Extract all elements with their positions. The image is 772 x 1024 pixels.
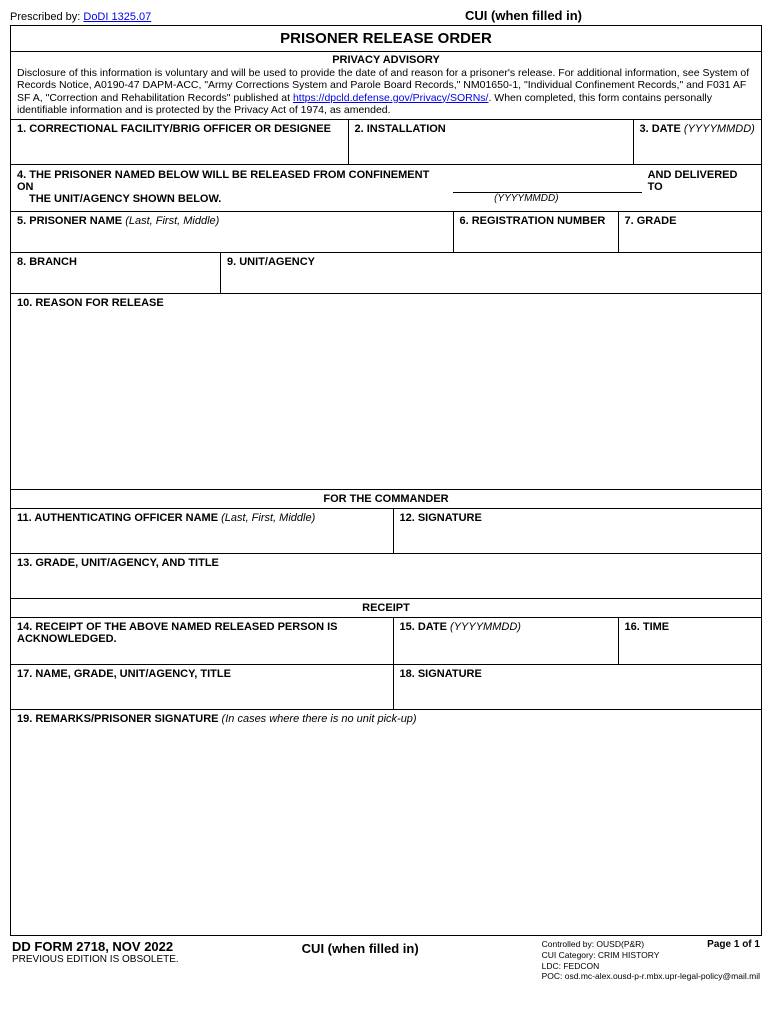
field-14-label: 14. RECEIPT OF THE ABOVE NAMED RELEASED … bbox=[17, 621, 387, 645]
field-8[interactable]: 8. BRANCH bbox=[11, 253, 221, 293]
field-5-hint: (Last, First, Middle) bbox=[122, 215, 219, 227]
field-15[interactable]: 15. DATE (YYYYMMDD) bbox=[394, 618, 619, 664]
ctrl-3: LDC: FEDCON bbox=[542, 961, 760, 972]
prescribed-label: Prescribed by: bbox=[10, 11, 80, 23]
field-19-label: 19. REMARKS/PRISONER SIGNATURE bbox=[17, 713, 219, 725]
section-commander: FOR THE COMMANDER bbox=[11, 490, 761, 509]
row-11-12: 11. AUTHENTICATING OFFICER NAME (Last, F… bbox=[11, 509, 761, 554]
field-12-label: 12. SIGNATURE bbox=[400, 512, 482, 524]
field-2[interactable]: 2. INSTALLATION bbox=[349, 120, 634, 164]
field-15-label: 15. DATE bbox=[400, 621, 447, 633]
footer: DD FORM 2718, NOV 2022 PREVIOUS EDITION … bbox=[10, 936, 762, 984]
prescribed-by: Prescribed by: DoDI 1325.07 bbox=[10, 11, 151, 23]
row-17-18: 17. NAME, GRADE, UNIT/AGENCY, TITLE 18. … bbox=[11, 665, 761, 710]
field-11-label: 11. AUTHENTICATING OFFICER NAME bbox=[17, 512, 218, 524]
field-19[interactable]: 19. REMARKS/PRISONER SIGNATURE (In cases… bbox=[11, 710, 761, 935]
form-title: PRISONER RELEASE ORDER bbox=[11, 26, 761, 52]
field-13-label: 13. GRADE, UNIT/AGENCY, AND TITLE bbox=[17, 557, 219, 569]
footer-left: DD FORM 2718, NOV 2022 PREVIOUS EDITION … bbox=[12, 939, 179, 965]
field-2-label: 2. INSTALLATION bbox=[355, 123, 446, 135]
field-15-hint: (YYYYMMDD) bbox=[447, 621, 521, 633]
advisory-title: PRIVACY ADVISORY bbox=[17, 54, 755, 67]
cui-header: CUI (when filled in) bbox=[465, 8, 582, 23]
row-1-3: 1. CORRECTIONAL FACILITY/BRIG OFFICER OR… bbox=[11, 120, 761, 165]
field-17[interactable]: 17. NAME, GRADE, UNIT/AGENCY, TITLE bbox=[11, 665, 394, 709]
field-14[interactable]: 14. RECEIPT OF THE ABOVE NAMED RELEASED … bbox=[11, 618, 394, 664]
privacy-advisory: PRIVACY ADVISORY Disclosure of this info… bbox=[11, 52, 761, 120]
field-9[interactable]: 9. UNIT/AGENCY bbox=[221, 253, 761, 293]
field-4b-label: AND DELIVERED TO bbox=[648, 169, 755, 193]
ctrl-4: POC: osd.mc-alex.ousd-p-r.mbx.upr-legal-… bbox=[542, 971, 760, 982]
field-4[interactable]: 4. THE PRISONER NAMED BELOW WILL BE RELE… bbox=[11, 165, 761, 212]
field-3-hint: (YYYYMMDD) bbox=[681, 123, 755, 135]
row-10: 10. REASON FOR RELEASE bbox=[11, 294, 761, 490]
cui-footer: CUI (when filled in) bbox=[302, 941, 419, 956]
prescribed-link[interactable]: DoDI 1325.07 bbox=[83, 11, 151, 23]
field-3-label: 3. DATE bbox=[640, 123, 681, 135]
field-5[interactable]: 5. PRISONER NAME (Last, First, Middle) bbox=[11, 212, 454, 252]
field-10-label: 10. REASON FOR RELEASE bbox=[17, 297, 164, 309]
field-12[interactable]: 12. SIGNATURE bbox=[394, 509, 762, 553]
row-8-9: 8. BRANCH 9. UNIT/AGENCY bbox=[11, 253, 761, 294]
top-row: Prescribed by: DoDI 1325.07 CUI (when fi… bbox=[10, 8, 762, 23]
field-4a-label: 4. THE PRISONER NAMED BELOW WILL BE RELE… bbox=[17, 169, 447, 193]
row-13: 13. GRADE, UNIT/AGENCY, AND TITLE bbox=[11, 554, 761, 599]
footer-right: Page 1 of 1 Controlled by: OUSD(P&R) CUI… bbox=[542, 939, 760, 982]
field-6[interactable]: 6. REGISTRATION NUMBER bbox=[454, 212, 619, 252]
field-16[interactable]: 16. TIME bbox=[619, 618, 762, 664]
field-19-hint: (In cases where there is no unit pick-up… bbox=[219, 713, 417, 725]
field-16-label: 16. TIME bbox=[625, 621, 670, 633]
field-7[interactable]: 7. GRADE bbox=[619, 212, 762, 252]
field-3[interactable]: 3. DATE (YYYYMMDD) bbox=[634, 120, 762, 164]
page-number: Page 1 of 1 bbox=[707, 939, 760, 952]
field-4-hint: (YYYYMMDD) bbox=[431, 193, 621, 205]
field-17-label: 17. NAME, GRADE, UNIT/AGENCY, TITLE bbox=[17, 668, 231, 680]
obsolete-note: PREVIOUS EDITION IS OBSOLETE. bbox=[12, 954, 179, 965]
advisory-link[interactable]: https://dpcld.defense.gov/Privacy/SORNs/ bbox=[293, 92, 489, 104]
field-1-label: 1. CORRECTIONAL FACILITY/BRIG OFFICER OR… bbox=[17, 123, 331, 135]
field-13[interactable]: 13. GRADE, UNIT/AGENCY, AND TITLE bbox=[11, 554, 761, 598]
field-11[interactable]: 11. AUTHENTICATING OFFICER NAME (Last, F… bbox=[11, 509, 394, 553]
row-5-7: 5. PRISONER NAME (Last, First, Middle) 6… bbox=[11, 212, 761, 253]
section-receipt: RECEIPT bbox=[11, 599, 761, 618]
form-id: DD FORM 2718, NOV 2022 bbox=[12, 939, 179, 954]
field-18-label: 18. SIGNATURE bbox=[400, 668, 482, 680]
page: Prescribed by: DoDI 1325.07 CUI (when fi… bbox=[0, 0, 772, 988]
field-9-label: 9. UNIT/AGENCY bbox=[227, 256, 315, 268]
field-1[interactable]: 1. CORRECTIONAL FACILITY/BRIG OFFICER OR… bbox=[11, 120, 349, 164]
field-4c-label: THE UNIT/AGENCY SHOWN BELOW. bbox=[17, 193, 221, 205]
field-8-label: 8. BRANCH bbox=[17, 256, 77, 268]
field-10[interactable]: 10. REASON FOR RELEASE bbox=[11, 294, 761, 489]
field-18[interactable]: 18. SIGNATURE bbox=[394, 665, 762, 709]
field-6-label: 6. REGISTRATION NUMBER bbox=[460, 215, 606, 227]
field-11-hint: (Last, First, Middle) bbox=[218, 512, 315, 524]
field-5-label: 5. PRISONER NAME bbox=[17, 215, 122, 227]
row-14-16: 14. RECEIPT OF THE ABOVE NAMED RELEASED … bbox=[11, 618, 761, 665]
form-outer: PRISONER RELEASE ORDER PRIVACY ADVISORY … bbox=[10, 25, 762, 936]
row-19: 19. REMARKS/PRISONER SIGNATURE (In cases… bbox=[11, 710, 761, 935]
field-7-label: 7. GRADE bbox=[625, 215, 677, 227]
